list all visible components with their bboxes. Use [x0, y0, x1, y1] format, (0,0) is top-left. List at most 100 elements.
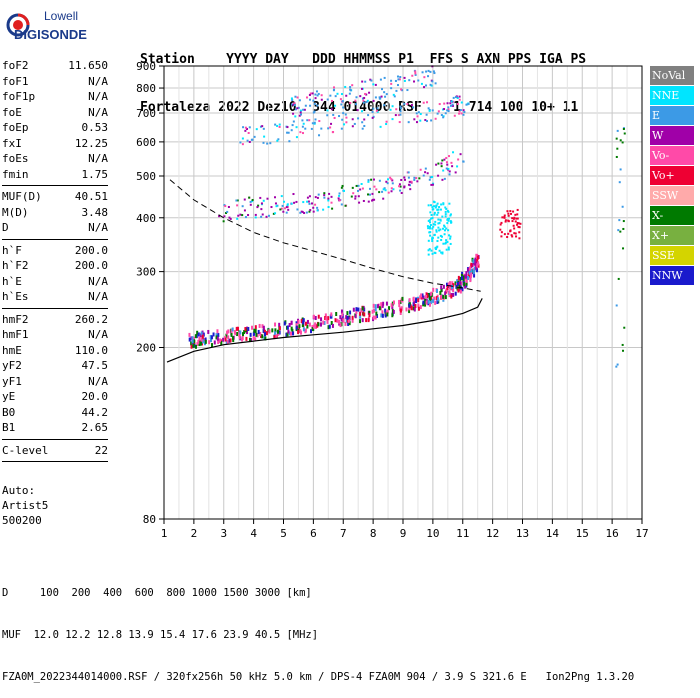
echo-point	[330, 195, 333, 198]
echo-point	[426, 101, 429, 104]
echo-point	[438, 229, 441, 232]
echo-point	[371, 198, 374, 201]
echo-point	[435, 230, 438, 233]
echo-point	[277, 331, 280, 336]
echo-point	[302, 320, 305, 325]
echo-point	[429, 211, 432, 214]
echo-point	[371, 110, 374, 113]
echo-point	[440, 288, 443, 293]
echo-point	[367, 114, 370, 117]
echo-point	[374, 96, 377, 99]
echo-point	[456, 279, 459, 284]
echo-point	[437, 110, 440, 113]
y-tick-label: 400	[136, 212, 156, 225]
echo-point	[332, 113, 335, 116]
echo-point	[434, 300, 437, 305]
echo-point	[454, 281, 457, 286]
echo-point	[312, 99, 315, 102]
echo-point	[261, 125, 264, 128]
echo-point	[312, 111, 315, 114]
echo-point	[313, 122, 316, 125]
echo-point	[474, 257, 477, 262]
echo-point	[401, 296, 404, 301]
echo-point	[361, 80, 364, 83]
param-row: yE 20.0	[2, 389, 108, 405]
echo-point	[449, 281, 452, 286]
echo-point	[262, 199, 265, 202]
param-group-critical-frequencies: foF2 11.650 foF1 N/A foF1p N/A foE N/A foEp 0.53 f…	[2, 58, 108, 182]
echo-point	[443, 177, 446, 180]
echo-point	[447, 246, 450, 249]
echo-point	[377, 304, 380, 309]
echo-point	[470, 268, 473, 273]
param-row: hmE 110.0	[2, 343, 108, 359]
echo-point	[378, 96, 381, 99]
echo-point	[308, 210, 311, 213]
echo-point	[512, 210, 515, 213]
echo-point	[393, 95, 396, 98]
echo-point	[445, 167, 448, 170]
echo-point	[276, 139, 279, 142]
echo-point	[617, 229, 620, 232]
echo-point	[399, 308, 402, 313]
echo-point	[229, 338, 232, 343]
echo-point	[383, 104, 386, 107]
echo-point	[462, 160, 465, 163]
echo-point	[428, 109, 431, 112]
echo-point	[292, 112, 295, 115]
echo-point	[615, 365, 618, 368]
echo-point	[304, 104, 307, 107]
echo-point	[331, 99, 334, 102]
echo-point	[471, 263, 474, 268]
echo-point	[355, 184, 358, 187]
echo-point	[451, 284, 454, 289]
echo-point	[407, 121, 410, 124]
echo-point	[370, 178, 373, 181]
echo-point	[330, 122, 333, 125]
echo-point	[264, 336, 267, 341]
echo-point	[332, 131, 335, 134]
echo-point	[452, 292, 455, 297]
auto-label: Auto:	[2, 484, 36, 497]
echo-point	[351, 118, 354, 121]
param-value: 44.2	[81, 405, 109, 419]
echo-point	[314, 196, 317, 199]
legend-item: NoVal	[650, 66, 694, 85]
echo-point	[619, 139, 622, 142]
echo-point	[340, 203, 343, 206]
param-group-muf: MUF(D) 40.51 M(D) 3.48 D N/A	[2, 189, 108, 236]
legend-item: NNW	[650, 266, 694, 285]
echo-point	[414, 70, 417, 73]
echo-point	[334, 104, 337, 107]
echo-point	[262, 141, 265, 144]
param-group-virtual-heights: h`F 200.0 h`F2 200.0 h`E N/A h`Es N/A	[2, 243, 108, 305]
echo-point	[280, 195, 283, 198]
echo-point	[326, 98, 329, 101]
echo-point	[368, 193, 371, 196]
echo-point	[302, 327, 305, 332]
echo-point	[509, 210, 512, 213]
echo-point	[368, 91, 371, 94]
echo-point	[340, 186, 343, 189]
param-row: hmF1 N/A	[2, 327, 108, 343]
echo-point	[417, 303, 420, 308]
echo-point	[231, 327, 234, 332]
echo-point	[447, 167, 450, 170]
echo-point	[340, 127, 343, 130]
param-name: h`F2	[2, 259, 29, 272]
echo-point	[431, 175, 434, 178]
echo-point	[236, 217, 239, 220]
echo-point	[380, 313, 383, 318]
echo-point	[359, 314, 362, 319]
echo-point	[372, 115, 375, 118]
param-name: hmF1	[2, 328, 29, 341]
echo-point	[460, 273, 463, 278]
echo-point	[440, 165, 443, 168]
echo-point	[318, 120, 321, 123]
echo-point	[390, 303, 393, 308]
echo-point	[255, 332, 258, 337]
echo-point	[470, 272, 473, 277]
echo-point	[516, 208, 519, 211]
param-name: h`Es	[2, 290, 29, 303]
echo-point	[456, 97, 459, 100]
